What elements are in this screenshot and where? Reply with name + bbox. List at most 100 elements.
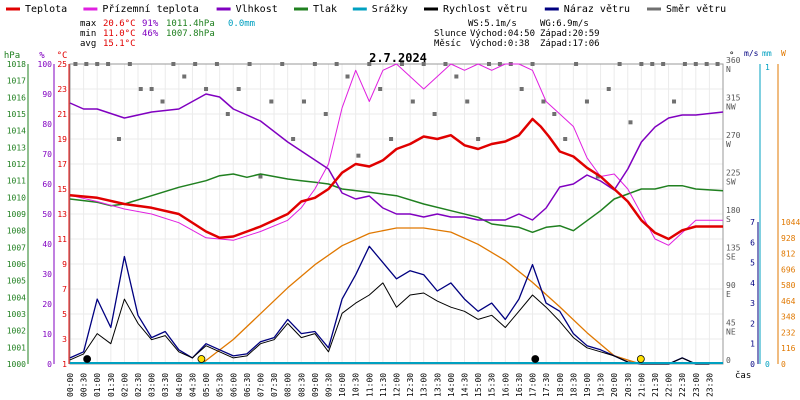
wind-direction-point xyxy=(682,62,687,66)
wind-direction-point xyxy=(704,62,709,66)
wind-direction-point xyxy=(367,62,372,66)
time-tick-label: 23:00 xyxy=(692,373,701,397)
time-tick-label: 13:30 xyxy=(433,373,442,397)
stat-min-hum: 46% xyxy=(142,29,159,39)
sunset-time: Západ:20:59 xyxy=(540,29,600,39)
wind-direction-point xyxy=(552,112,557,116)
radiation-tick-label: 812 xyxy=(781,250,796,259)
time-tick-label: 04:00 xyxy=(175,373,184,397)
pressure-tick-label: 1002 xyxy=(7,327,26,336)
stat-max-label: max xyxy=(80,19,97,29)
legend-label: Vlhkost xyxy=(236,4,278,15)
wind-direction-point xyxy=(138,87,143,91)
wind-direction-point xyxy=(225,112,230,116)
percent-tick-label: 10 xyxy=(42,330,52,339)
time-tick-label: 14:00 xyxy=(447,373,456,397)
pressure-tick-label: 1003 xyxy=(7,310,26,319)
sunset-marker xyxy=(636,355,645,363)
time-tick-label: 00:30 xyxy=(80,373,89,397)
speed-axis-unit: m/s xyxy=(744,49,759,58)
direction-tick-degree: 270 xyxy=(726,131,741,140)
wind-direction-point xyxy=(345,74,350,79)
wind-direction-point xyxy=(650,62,655,66)
temp-tick-label: 11 xyxy=(57,235,67,244)
time-tick-label: 17:30 xyxy=(542,373,551,397)
direction-tick-compass: SW xyxy=(726,178,736,187)
speed-tick-label: 4 xyxy=(750,279,755,288)
time-tick-label: 06:00 xyxy=(229,373,238,397)
wind-direction-point xyxy=(269,99,274,104)
wind-direction-point xyxy=(301,99,306,104)
time-tick-label: 20:30 xyxy=(624,373,633,397)
radiation-tick-label: 928 xyxy=(781,234,796,243)
percent-tick-label: 60 xyxy=(42,180,52,189)
percent-tick-label: 90 xyxy=(42,90,52,99)
speed-tick-label: 5 xyxy=(750,259,755,268)
rain-axis-unit: mm xyxy=(762,49,772,58)
wind-direction-point xyxy=(323,112,328,116)
radiation-tick-label: 580 xyxy=(781,281,796,290)
time-tick-label: 15:30 xyxy=(488,373,497,397)
time-tick-label: 21:00 xyxy=(637,373,646,397)
time-tick-label: 17:00 xyxy=(529,373,538,397)
time-tick-label: 22:30 xyxy=(678,373,687,397)
direction-tick-compass: S xyxy=(726,215,731,224)
wind-direction-point xyxy=(193,62,198,66)
wind-direction-point xyxy=(258,174,263,179)
direction-tick-compass: NE xyxy=(726,328,736,337)
speed-tick-label: 3 xyxy=(750,299,755,308)
time-tick-label: 04:30 xyxy=(188,373,197,397)
temp-tick-label: 25 xyxy=(57,60,67,69)
pressure-tick-label: 1005 xyxy=(7,277,26,286)
sun-label: Slunce xyxy=(434,29,467,39)
wind-direction-point xyxy=(280,62,285,66)
wind-direction-point xyxy=(312,62,317,66)
moonrise-time: Východ:0:38 xyxy=(470,39,530,49)
time-tick-label: 22:00 xyxy=(665,373,674,397)
series-line-vlhkost xyxy=(69,93,724,221)
moonrise-marker xyxy=(83,355,92,363)
radiation-tick-label: 348 xyxy=(781,313,796,322)
wind-direction-point xyxy=(149,87,154,91)
series-line-naraz-vetru xyxy=(69,245,710,365)
pressure-tick-label: 1006 xyxy=(7,260,26,269)
wind-direction-point xyxy=(497,62,502,66)
wind-direction-point xyxy=(672,99,677,104)
time-tick-label: 23:30 xyxy=(705,373,714,397)
stat-min-press: 1007.8hPa xyxy=(166,29,215,39)
speed-tick-label: 7 xyxy=(750,218,755,227)
legend-label: Přízemní teplota xyxy=(102,3,198,15)
percent-axis-unit: % xyxy=(39,51,45,61)
wind-direction-point xyxy=(106,62,111,66)
pressure-tick-label: 1008 xyxy=(7,227,26,236)
temp-tick-label: 17 xyxy=(57,160,67,169)
stat-max-hum: 91% xyxy=(142,19,159,29)
time-tick-label: 13:00 xyxy=(420,373,429,397)
time-tick-label: 19:30 xyxy=(597,373,606,397)
wind-direction-point xyxy=(116,137,121,141)
legend-label: Náraz větru xyxy=(564,3,630,15)
legend-label: Srážky xyxy=(372,3,408,15)
speed-tick-label: 0 xyxy=(750,360,755,369)
direction-axis-unit: ° xyxy=(729,51,734,61)
speed-tick-label: 2 xyxy=(750,319,755,328)
rain-tick-label: 1 xyxy=(765,63,770,72)
time-tick-label: 05:00 xyxy=(202,373,211,397)
time-axis-unit: čas xyxy=(735,370,751,381)
time-tick-label: 01:30 xyxy=(107,373,116,397)
temp-tick-label: 19 xyxy=(57,135,67,144)
percent-tick-label: 70 xyxy=(42,150,52,159)
wind-direction-point xyxy=(465,99,470,104)
wind-direction-point xyxy=(236,87,241,91)
temp-tick-label: 1 xyxy=(62,360,67,369)
pressure-tick-label: 1015 xyxy=(7,110,26,119)
direction-tick-degree: 180 xyxy=(726,206,741,215)
temp-tick-label: 9 xyxy=(62,260,67,269)
time-tick-label: 00:00 xyxy=(66,373,75,397)
wind-direction-point xyxy=(519,87,524,91)
chart-title: 2.7.2024 xyxy=(369,51,427,65)
legend-label: Tlak xyxy=(313,4,337,15)
pressure-axis-unit: hPa xyxy=(4,51,20,61)
wind-direction-point xyxy=(606,87,611,91)
percent-tick-label: 50 xyxy=(42,210,52,219)
